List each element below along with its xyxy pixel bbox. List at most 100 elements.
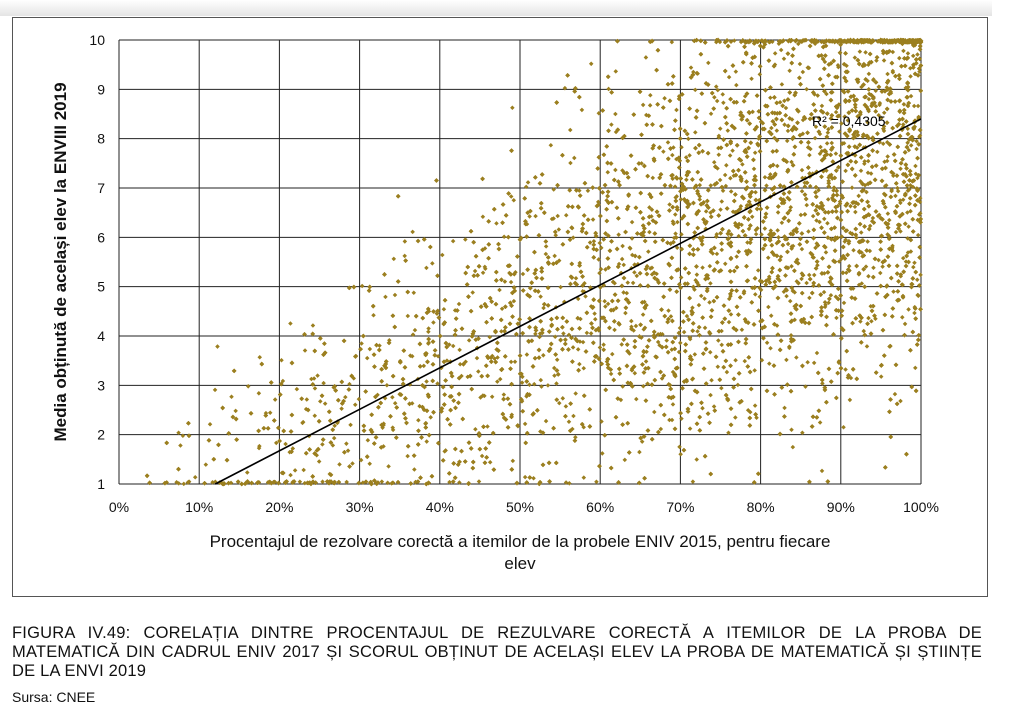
data-point bbox=[762, 174, 768, 180]
data-point bbox=[640, 102, 646, 108]
data-point bbox=[644, 349, 649, 355]
data-point bbox=[428, 415, 433, 420]
data-point bbox=[900, 315, 905, 320]
x-tick-label: 100% bbox=[903, 499, 939, 515]
data-point bbox=[495, 379, 500, 384]
data-point bbox=[661, 149, 666, 154]
data-point bbox=[734, 254, 739, 259]
data-point bbox=[356, 396, 362, 402]
data-point bbox=[890, 49, 896, 55]
data-point bbox=[678, 340, 683, 346]
data-point bbox=[679, 416, 684, 421]
data-point bbox=[524, 352, 530, 357]
data-point bbox=[787, 298, 793, 304]
data-point bbox=[880, 264, 885, 269]
data-point bbox=[719, 328, 724, 334]
data-point bbox=[797, 61, 803, 67]
data-point bbox=[864, 344, 870, 349]
data-point bbox=[421, 363, 427, 369]
data-point bbox=[371, 313, 376, 318]
data-point bbox=[912, 260, 917, 266]
data-point bbox=[718, 126, 723, 131]
data-point bbox=[898, 398, 903, 404]
data-point bbox=[621, 262, 626, 268]
data-point bbox=[588, 331, 594, 336]
data-point bbox=[828, 293, 834, 298]
data-point bbox=[450, 343, 456, 349]
data-point bbox=[775, 163, 780, 169]
data-point bbox=[863, 264, 869, 269]
data-point bbox=[466, 338, 472, 343]
data-point bbox=[915, 52, 920, 57]
data-point bbox=[560, 396, 566, 401]
data-point bbox=[825, 130, 831, 135]
data-point bbox=[488, 355, 494, 360]
data-point bbox=[684, 177, 689, 183]
data-point bbox=[554, 357, 560, 363]
data-point bbox=[822, 271, 827, 276]
data-point bbox=[901, 102, 907, 107]
data-point bbox=[783, 105, 789, 111]
data-point bbox=[207, 422, 213, 427]
data-point bbox=[321, 380, 326, 386]
data-point bbox=[639, 439, 645, 444]
data-point bbox=[782, 98, 787, 104]
data-point bbox=[624, 290, 630, 296]
data-point bbox=[847, 397, 853, 403]
data-point bbox=[497, 376, 503, 382]
data-point bbox=[511, 198, 517, 203]
data-point bbox=[272, 397, 278, 402]
data-point bbox=[350, 461, 355, 466]
data-point bbox=[848, 203, 853, 209]
data-point bbox=[442, 449, 447, 454]
data-point bbox=[629, 219, 635, 225]
data-point bbox=[915, 103, 921, 109]
data-point bbox=[599, 245, 604, 251]
x-tick-label: 0% bbox=[109, 499, 129, 515]
data-point bbox=[512, 359, 518, 364]
data-point bbox=[583, 294, 588, 299]
data-point bbox=[811, 360, 817, 366]
data-point bbox=[707, 349, 713, 355]
data-point bbox=[563, 404, 569, 409]
data-point bbox=[670, 402, 676, 407]
data-point bbox=[906, 307, 911, 312]
data-point bbox=[708, 111, 714, 117]
y-tick-label: 8 bbox=[97, 131, 105, 147]
data-point bbox=[522, 474, 528, 480]
data-point bbox=[728, 175, 733, 181]
data-point bbox=[379, 479, 385, 484]
data-point bbox=[833, 151, 839, 156]
data-point bbox=[733, 357, 738, 363]
data-point bbox=[416, 418, 421, 423]
data-point bbox=[784, 138, 790, 144]
data-point bbox=[804, 87, 809, 92]
data-point bbox=[450, 238, 456, 244]
data-point bbox=[558, 284, 563, 290]
x-tick-label: 80% bbox=[747, 499, 775, 515]
data-point bbox=[751, 166, 757, 172]
data-point bbox=[893, 229, 899, 235]
data-point bbox=[181, 481, 187, 487]
data-point bbox=[487, 460, 493, 465]
data-point bbox=[841, 425, 846, 430]
data-point bbox=[759, 232, 764, 237]
data-point bbox=[757, 294, 763, 300]
data-point bbox=[563, 212, 569, 218]
data-point bbox=[822, 299, 828, 305]
data-point bbox=[492, 356, 497, 361]
data-point bbox=[634, 396, 639, 402]
data-point bbox=[752, 403, 758, 408]
data-point bbox=[814, 350, 820, 356]
data-point bbox=[392, 400, 398, 406]
data-point bbox=[762, 226, 768, 231]
data-point bbox=[344, 479, 349, 485]
data-point bbox=[911, 103, 917, 109]
data-point bbox=[866, 315, 871, 321]
data-point bbox=[678, 275, 684, 280]
data-point bbox=[803, 384, 808, 389]
data-point bbox=[351, 376, 357, 381]
data-point bbox=[606, 86, 611, 92]
y-tick-label: 2 bbox=[97, 427, 105, 443]
data-point bbox=[256, 445, 262, 451]
